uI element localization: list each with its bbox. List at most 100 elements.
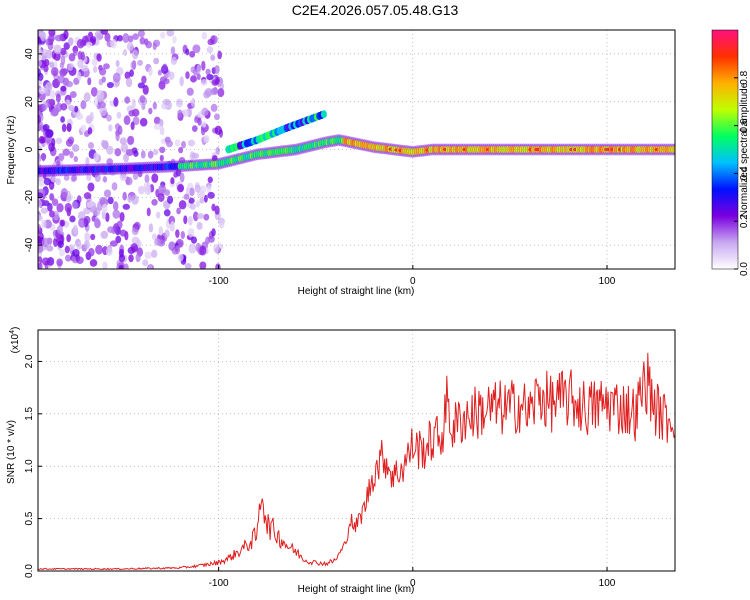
spectrogram-noise-blob — [87, 77, 92, 86]
spectrogram-noise-blob — [38, 115, 42, 125]
spectrogram-noise-blob — [141, 75, 147, 84]
snr-x-tick-label: 0 — [410, 578, 416, 589]
spectrogram-noise-blob — [64, 245, 70, 254]
spectrogram-noise-blob — [59, 47, 67, 56]
spectrogram-noise-blob — [159, 154, 164, 162]
spectrogram-noise-blob — [77, 211, 86, 221]
spectrogram-noise-blob — [125, 176, 133, 186]
spectrogram-y-axis-label: Frequency (Hz) — [6, 116, 17, 185]
spectrogram-noise-blob — [207, 176, 213, 184]
spectrogram-noise-blob — [181, 140, 187, 149]
spectrogram-noise-blob — [119, 137, 127, 145]
spectrogram-noise-blob — [190, 236, 198, 244]
snr-frame — [37, 329, 676, 572]
colorbar-label: Normalized spectral amplitude — [739, 82, 750, 217]
spectrogram-noise-blob — [189, 187, 195, 197]
spectrogram-noise-blob — [113, 222, 120, 233]
spectrogram-noise-blob — [210, 54, 216, 61]
page-title: C2E4.2026.057.05.48.G13 — [291, 2, 459, 18]
spectrogram-noise-blob — [187, 215, 193, 226]
spectrogram-noise-blob — [60, 188, 68, 198]
colorbar-swatch — [711, 29, 739, 270]
spectrogram-noise-blob — [214, 125, 222, 135]
spectrogram-noise-blob — [177, 183, 185, 193]
spectrogram-noise-blob — [187, 139, 196, 147]
spectrogram-noise-blob — [48, 142, 55, 152]
spectrogram-noise-blob — [113, 97, 119, 107]
spectrogram-noise-blob — [94, 30, 103, 38]
spectrogram-noise-blob — [83, 207, 89, 215]
spectrogram-noise-blob — [172, 35, 177, 44]
spectrogram-noise-blob — [115, 59, 120, 68]
spectrogram-noise-blob — [141, 103, 146, 110]
spectrogram-noise-blob — [195, 200, 200, 208]
spectrogram-noise-blob — [213, 244, 220, 254]
spectrogram-noise-blob — [90, 35, 97, 44]
spectrogram-noise-blob — [186, 87, 194, 96]
spectrogram-noise-blob — [173, 171, 179, 178]
spectrogram-noise-blob — [174, 245, 180, 255]
snr-x-ticks: -100 0 100 — [209, 567, 616, 589]
spectrogram-noise-blob — [209, 87, 218, 96]
spectrogram-noise-blob — [59, 249, 65, 257]
spectrogram-noise-blob — [214, 65, 220, 75]
spectrogram-noise-blob — [153, 116, 161, 125]
spectrogram-noise-blob — [122, 33, 130, 43]
spectrogram-noise-blob — [118, 254, 126, 263]
spectrogram-noise-blob — [51, 176, 58, 183]
spectrogram-noise-blob — [103, 189, 112, 198]
spectrogram-noise-blob — [66, 234, 72, 243]
snr-y-tick-label: 1.5 — [24, 406, 35, 420]
spectrogram-noise-blob — [157, 192, 165, 202]
spectrogram-noise-blob — [69, 151, 74, 159]
spectrogram-noise-blob — [94, 217, 100, 226]
spectrogram-noise-blob — [162, 63, 168, 72]
snr-y-tick-label: 0.0 — [24, 564, 35, 578]
spectrogram-noise-blob — [49, 89, 56, 100]
spectrogram-noise-blob — [76, 241, 82, 250]
spectrogram-noise-blob — [112, 209, 121, 219]
spectrogram-noise-blob — [80, 100, 87, 110]
spectrogram-noise-blob — [117, 125, 123, 136]
spectrogram-noise-blob — [217, 50, 223, 60]
spectrogram-noise-blob — [192, 44, 201, 54]
spectrogram-noise-blob — [110, 38, 117, 49]
spectrogram-x-ticks: -100 0 100 — [209, 265, 616, 287]
spectrogram-noise-blob — [187, 228, 195, 238]
spectrogram-noise-blob — [73, 155, 79, 163]
spectrogram-noise-blob — [90, 233, 96, 241]
spectrogram-noise-blob — [122, 203, 131, 210]
spectrogram-noise-blob — [99, 67, 107, 76]
spectrogram-noise-blob — [89, 111, 94, 122]
spectrogram-noise-blob — [43, 84, 49, 94]
spectrogram-noise-blob — [60, 103, 68, 111]
spectrogram-noise-blob — [165, 140, 173, 148]
spectrogram-noise-blob — [125, 148, 134, 156]
spectrogram-noise-blob — [55, 93, 61, 103]
spectrogram-noise-blob — [41, 49, 50, 56]
spectrogram-noise-blob — [132, 49, 139, 60]
spectrogram-noise-blob — [154, 237, 161, 246]
spectrogram-noise-blob — [196, 222, 203, 230]
spectrogram-noise-blob — [207, 38, 214, 46]
spectrogram-noise-blob — [199, 197, 205, 204]
spectrogram-noise-blob — [157, 69, 162, 76]
spectrogram-noise-blob — [112, 72, 121, 83]
spectrogram-noise-blob — [205, 68, 211, 76]
spectrogram-noise-blob — [90, 87, 98, 97]
spectrogram-noise-blob — [55, 34, 63, 42]
spectrogram-noise-blob — [131, 194, 139, 205]
spectrogram-noise-blob — [100, 30, 109, 35]
spectrogram-noise-blob — [170, 56, 178, 66]
spectrogram-noise-blob — [71, 201, 78, 209]
spectrogram-noise-blob — [189, 203, 196, 210]
spectrogram-noise-blob — [77, 50, 83, 60]
spectrogram-noise-blob — [201, 32, 208, 40]
spectrogram-noise-blob — [183, 193, 190, 200]
spectrogram-x-tick-label: 100 — [599, 276, 616, 287]
spectrogram-noise-blob — [55, 137, 63, 145]
spectrogram-noise-blob — [215, 146, 221, 155]
spectrogram-noise-blob — [92, 65, 98, 73]
spectrogram-noise-blob — [139, 36, 146, 45]
spectrogram-noise-blob — [132, 116, 140, 126]
